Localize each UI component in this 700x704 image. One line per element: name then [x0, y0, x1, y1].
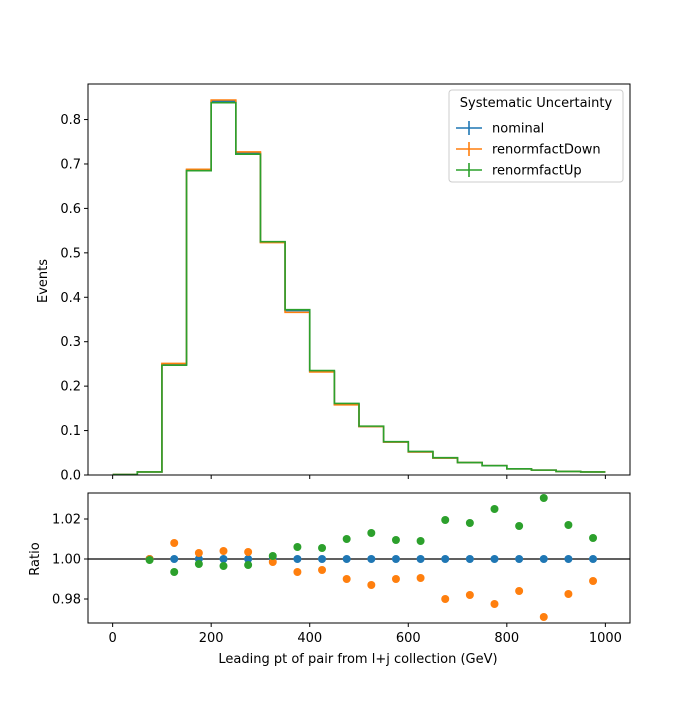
ratio-point-renormfactUp	[490, 505, 499, 513]
ratio-point-renormfactDown	[293, 568, 302, 576]
legend-title: Systematic Uncertainty	[460, 96, 613, 111]
ratio-point-renormfactDown	[342, 575, 351, 583]
ratio-point-nominal	[589, 555, 598, 563]
ratio-point-renormfactDown	[219, 547, 228, 555]
ratio-point-renormfactUp	[318, 544, 327, 552]
ratio-point-nominal	[416, 555, 425, 563]
y-tick-label: 0.4	[60, 291, 81, 306]
y-tick-label: 0.8	[60, 113, 81, 128]
x-tick-label: 0	[108, 631, 116, 646]
ratio-point-renormfactDown	[465, 591, 474, 599]
ratio-point-renormfactUp	[293, 543, 302, 551]
histogram-y-axis-label: Events	[36, 259, 51, 303]
ratio-point-renormfactDown	[564, 590, 573, 598]
ratio-point-renormfactUp	[194, 560, 203, 568]
histogram-panel: 0.0 0.1 0.2 0.3 0.4 0.5 0.6 0.7 0.8 Systematic Un…	[60, 83, 631, 484]
y-tick-label: 0.3	[60, 335, 81, 350]
ratio-point-nominal	[564, 555, 573, 563]
legend: Systematic Uncertainty nominal renormfactD…	[448, 89, 624, 183]
y-tick-label: 1.00	[52, 553, 81, 568]
ratio-point-nominal	[244, 555, 253, 563]
ratio-point-renormfactDown	[194, 549, 203, 557]
ratio-point-renormfactDown	[589, 577, 598, 585]
ratio-point-nominal	[170, 555, 179, 563]
y-tick-label: 0.6	[60, 202, 81, 217]
ratio-point-renormfactUp	[219, 562, 228, 570]
ratio-point-renormfactDown	[441, 595, 450, 603]
y-tick-label: 0.7	[60, 157, 81, 172]
ratio-point-nominal	[539, 555, 548, 563]
ratio-point-renormfactUp	[564, 521, 573, 529]
histogram-plot-frame	[87, 83, 631, 476]
ratio-point-renormfactUp	[539, 494, 548, 502]
ratio-point-renormfactUp	[589, 534, 598, 542]
ratio-point-renormfactDown	[170, 539, 179, 547]
ratio-point-nominal	[490, 555, 499, 563]
ratio-point-renormfactUp	[342, 535, 351, 543]
y-tick-label: 0.5	[60, 246, 81, 261]
legend-box	[448, 89, 624, 183]
ratio-point-nominal	[465, 555, 474, 563]
x-tick-label: 400	[297, 631, 322, 646]
ratio-point-renormfactUp	[145, 556, 154, 564]
ratio-point-renormfactDown	[268, 558, 277, 566]
ratio-point-nominal	[441, 555, 450, 563]
ratio-point-renormfactDown	[515, 587, 524, 595]
ratio-point-renormfactDown	[391, 575, 400, 583]
ratio-point-nominal	[318, 555, 327, 563]
x-tick-label: 800	[494, 631, 519, 646]
legend-label-renormfactDown: renormfactDown	[492, 143, 601, 158]
ratio-point-renormfactUp	[391, 536, 400, 544]
y-tick-label: 0.98	[52, 593, 81, 608]
y-tick-label: 1.02	[52, 513, 81, 528]
x-tick-label: 200	[199, 631, 224, 646]
ratio-point-renormfactUp	[465, 519, 474, 527]
ratio-point-renormfactDown	[244, 548, 253, 556]
ratio-point-renormfactUp	[441, 516, 450, 524]
ratio-point-nominal	[391, 555, 400, 563]
ratio-point-nominal	[515, 555, 524, 563]
ratio-point-renormfactDown	[318, 566, 327, 574]
ratio-point-renormfactUp	[268, 552, 277, 560]
ratio-point-renormfactUp	[244, 561, 253, 569]
ratio-point-renormfactUp	[367, 529, 376, 537]
y-tick-label: 0.0	[60, 469, 81, 484]
ratio-point-nominal	[293, 555, 302, 563]
ratio-y-axis-label: Ratio	[28, 542, 43, 575]
ratio-point-nominal	[367, 555, 376, 563]
ratio-point-renormfactDown	[490, 600, 499, 608]
y-tick-label: 0.1	[60, 424, 81, 439]
y-tick-label: 0.2	[60, 380, 81, 395]
legend-label-renormfactUp: renormfactUp	[492, 164, 582, 179]
x-axis-label: Leading pt of pair from l+j collection (…	[218, 652, 497, 667]
ratio-point-renormfactUp	[170, 568, 179, 576]
x-tick-label: 1000	[589, 631, 622, 646]
ratio-panel: 0.98 1.00 1.02 0 200 400 600 800 1000	[52, 492, 631, 646]
ratio-point-nominal	[219, 555, 228, 563]
series-line-renormfactUp	[112, 101, 606, 476]
ratio-point-renormfactDown	[367, 581, 376, 589]
ratio-point-renormfactDown	[539, 613, 548, 621]
ratio-point-renormfactUp	[515, 522, 524, 530]
legend-label-nominal: nominal	[492, 122, 544, 137]
x-tick-label: 600	[396, 631, 421, 646]
ratio-point-nominal	[342, 555, 351, 563]
ratio-plot-frame	[87, 492, 631, 624]
ratio-point-renormfactDown	[416, 574, 425, 582]
ratio-point-renormfactUp	[416, 537, 425, 545]
